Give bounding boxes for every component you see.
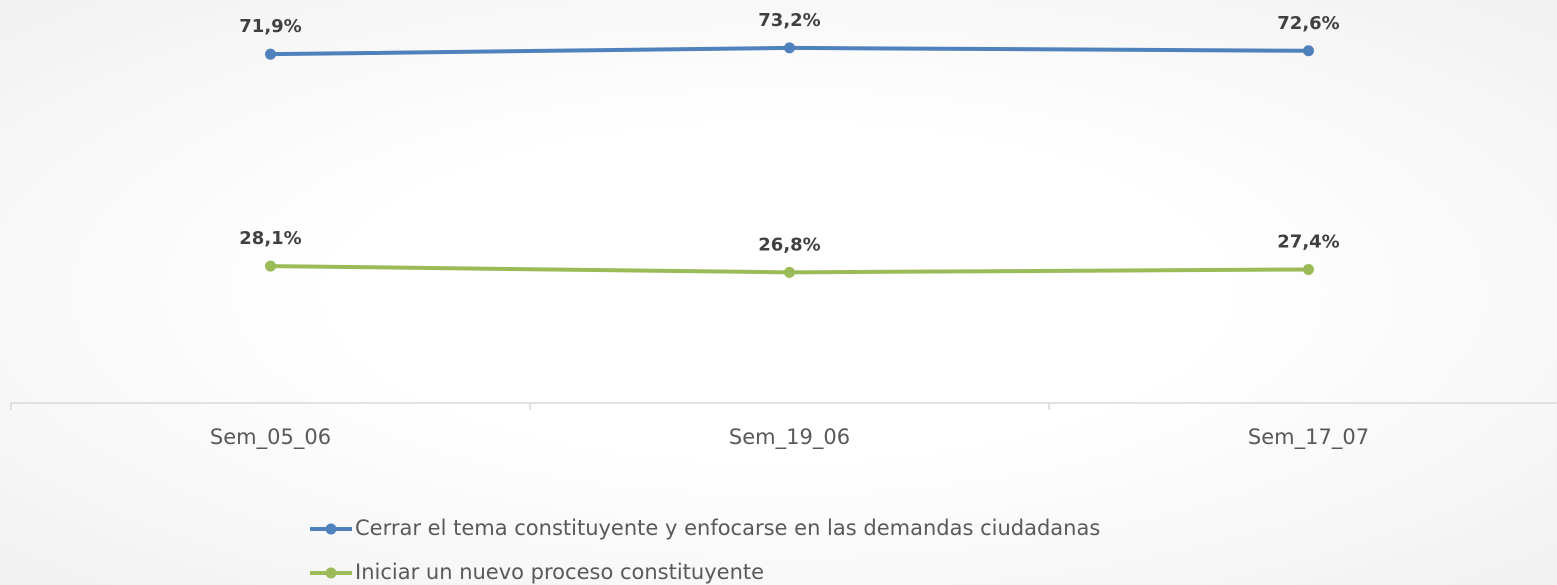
- legend-marker: [325, 523, 337, 535]
- x-tick-label: Sem_17_07: [1248, 425, 1369, 450]
- data-label: 72,6%: [1277, 13, 1339, 34]
- x-tick-label: Sem_05_06: [210, 425, 331, 450]
- data-label: 26,8%: [758, 234, 820, 255]
- point: [784, 266, 795, 278]
- point: [265, 260, 276, 272]
- legend-marker: [325, 567, 337, 579]
- x-tick-label: Sem_19_06: [729, 425, 850, 450]
- data-label: 28,1%: [239, 228, 301, 249]
- point: [1303, 45, 1314, 57]
- point: [265, 48, 276, 60]
- legend-label: Iniciar un nuevo proceso constituyente: [355, 560, 764, 584]
- point: [1303, 263, 1314, 275]
- legend-label: Cerrar el tema constituyente y enfocarse…: [355, 516, 1100, 540]
- point: [784, 42, 795, 54]
- data-label: 73,2%: [758, 10, 820, 31]
- data-label: 27,4%: [1277, 231, 1339, 252]
- data-label: 71,9%: [239, 16, 301, 37]
